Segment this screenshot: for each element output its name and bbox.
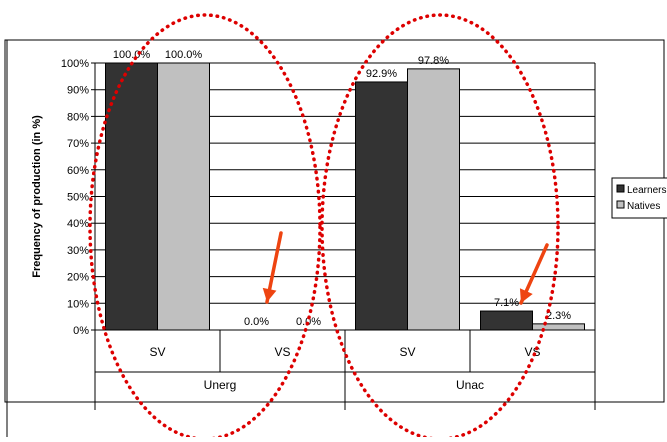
y-tick-label: 50% [67, 192, 89, 204]
x-tick-label: VS [274, 345, 290, 359]
data-label: 100.0% [165, 49, 203, 61]
y-tick-label: 80% [67, 111, 89, 123]
bar-natives [157, 62, 210, 331]
y-tick-label: 30% [67, 245, 89, 257]
annotation-arrow-unac-head [519, 288, 533, 303]
legend-label: Natives [627, 201, 660, 212]
y-tick-label: 60% [67, 165, 89, 177]
group-label: Unerg [204, 378, 237, 392]
chart-frame [4, 39, 665, 403]
y-axis-title: Frequency of production (in %) [31, 115, 43, 278]
x-tick-label: SV [149, 345, 165, 359]
bar-learners [105, 62, 158, 331]
legend-swatch-natives [616, 200, 625, 209]
y-tick-label: 40% [67, 218, 89, 230]
annotation-ellipse-unerg [88, 13, 322, 441]
data-label: 7.1% [494, 297, 519, 309]
y-tick-label: 90% [67, 85, 89, 97]
data-label: 100.0% [113, 49, 151, 61]
annotation-ellipse-unac [320, 13, 560, 441]
data-label: 0.0% [296, 316, 321, 328]
bar-learners [480, 310, 533, 331]
bar-learners [355, 81, 408, 331]
y-tick-label: 10% [67, 298, 89, 310]
y-tick-label: 70% [67, 138, 89, 150]
legend-box [611, 177, 667, 219]
annotation-arrow-unerg-head [262, 287, 277, 302]
bar-natives [532, 323, 585, 331]
bar-natives [407, 68, 460, 331]
y-tick-label: 100% [61, 58, 89, 70]
x-tick-label: SV [399, 345, 415, 359]
legend-swatch-learners [616, 184, 625, 193]
group-label: Unac [456, 378, 484, 392]
y-tick-label: 0% [73, 325, 89, 337]
legend-label: Learners [627, 185, 666, 196]
data-label: 2.3% [546, 310, 571, 322]
data-label: 92.9% [366, 68, 397, 80]
data-label: 97.8% [418, 55, 449, 67]
data-label: 0.0% [244, 316, 269, 328]
y-tick-label: 20% [67, 272, 89, 284]
